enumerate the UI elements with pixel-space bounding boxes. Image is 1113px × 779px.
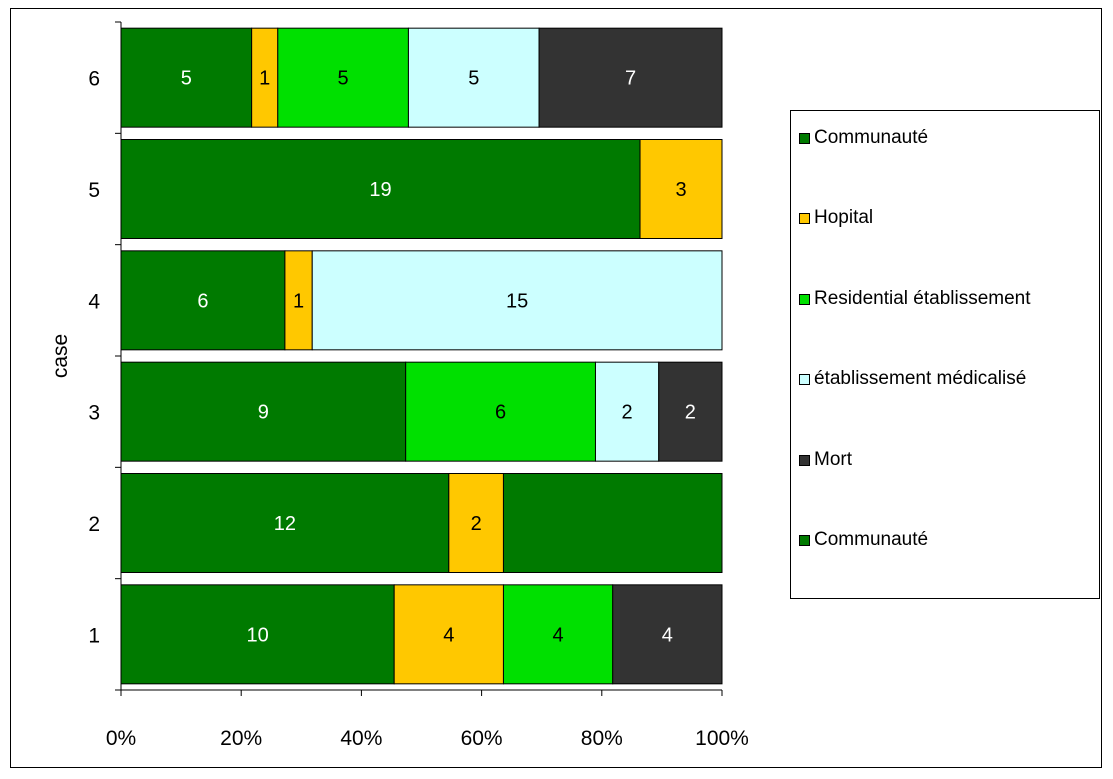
legend-label: Mort <box>814 449 852 470</box>
x-tick-label: 0% <box>106 727 136 750</box>
y-tick-label: 6 <box>88 68 100 91</box>
legend-swatch <box>799 212 810 224</box>
data-label: 2 <box>471 513 482 535</box>
y-axis-title: case <box>49 334 72 378</box>
y-tick-label: 1 <box>88 624 100 647</box>
legend-label: établissement médicalisé <box>814 368 1027 389</box>
x-tick-label: 20% <box>220 727 262 750</box>
y-tick-label: 5 <box>88 179 100 202</box>
bar-segment <box>594 361 660 462</box>
legend-label: Hopital <box>814 207 874 228</box>
bar-segment <box>277 27 409 128</box>
x-tick-label: 60% <box>461 727 503 750</box>
legend-swatch <box>799 373 810 385</box>
data-label: 9 <box>258 402 269 424</box>
data-label: 2 <box>622 402 633 424</box>
data-label: 15 <box>506 290 528 312</box>
data-label: 4 <box>662 624 673 646</box>
legend-item: Communauté <box>799 529 928 551</box>
bar-segment <box>405 361 596 462</box>
legend-swatch <box>799 454 810 466</box>
data-label: 6 <box>197 290 208 312</box>
y-tick-label: 4 <box>88 290 100 313</box>
legend-label: Communauté <box>814 529 929 550</box>
bar-segment <box>538 27 723 128</box>
data-label: 5 <box>181 68 192 90</box>
bar-segment <box>120 361 407 462</box>
data-label: 1 <box>259 68 270 90</box>
data-label: 12 <box>274 513 296 535</box>
legend-item: Hopital <box>799 207 873 229</box>
data-label: 19 <box>369 179 391 201</box>
data-label: 4 <box>443 624 454 646</box>
bar-segment <box>502 584 614 685</box>
legend: Communauté Hopital Residential établisse… <box>790 110 1100 599</box>
y-tick-label: 2 <box>88 513 100 536</box>
bar-segment <box>120 250 286 351</box>
bar-segment <box>120 584 395 685</box>
legend-item: Mort <box>799 449 852 471</box>
bar-segment <box>612 584 723 685</box>
legend-swatch <box>799 132 810 144</box>
bar-segment <box>658 361 723 462</box>
data-label: 6 <box>495 402 506 424</box>
legend-swatch <box>799 293 810 305</box>
bar-segment <box>311 250 723 351</box>
x-tick-label: 80% <box>581 727 623 750</box>
data-label: 3 <box>675 179 686 201</box>
data-label: 5 <box>338 68 349 90</box>
bar-segment <box>251 27 279 128</box>
data-label: 10 <box>246 624 268 646</box>
bar-segment <box>448 473 504 573</box>
legend-label: Communauté <box>814 127 929 148</box>
x-tick-label: 40% <box>340 727 382 750</box>
legend-swatch <box>799 534 810 546</box>
data-label: 2 <box>685 402 696 424</box>
data-label: 5 <box>468 68 479 90</box>
data-label: 4 <box>553 624 564 646</box>
bar-segment <box>120 27 253 128</box>
bar-segment <box>502 473 723 573</box>
legend-item: Residential établissement <box>799 288 1031 310</box>
data-label: 1 <box>293 290 304 312</box>
legend-item: établissement médicalisé <box>799 368 1026 390</box>
legend-item: Communauté <box>799 127 928 149</box>
data-label: 7 <box>625 68 636 90</box>
bar-segment <box>639 139 723 239</box>
legend-label: Residential établissement <box>814 288 1031 309</box>
y-tick-label: 3 <box>88 402 100 425</box>
x-tick-label: 100% <box>695 727 749 750</box>
